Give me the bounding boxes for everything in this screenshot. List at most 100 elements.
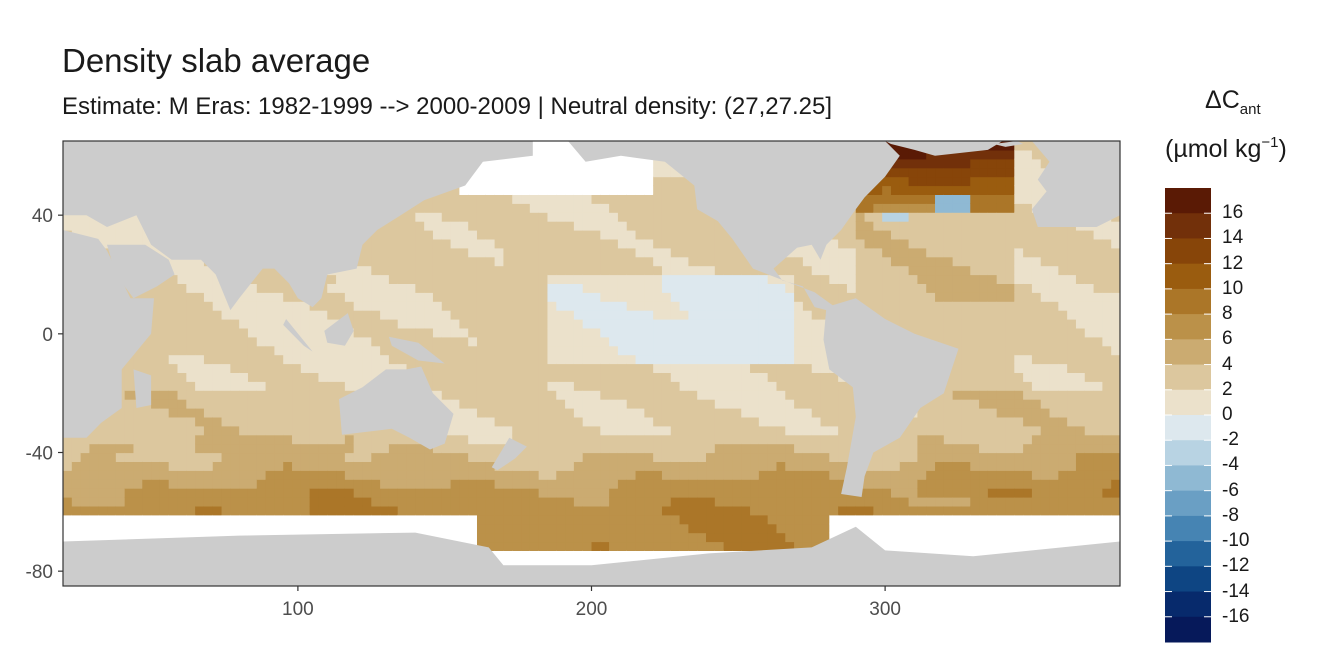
field-cell xyxy=(688,488,698,498)
field-cell xyxy=(838,390,848,400)
field-cell xyxy=(591,292,601,302)
field-cell xyxy=(864,221,874,231)
field-cell xyxy=(63,523,73,534)
field-cell xyxy=(899,443,910,454)
field-cell xyxy=(468,256,478,267)
field-cell xyxy=(917,203,927,213)
field-cell xyxy=(521,372,531,382)
field-cell xyxy=(503,399,513,409)
field-cell xyxy=(177,399,187,409)
field-cell xyxy=(926,452,936,462)
field-cell xyxy=(344,381,355,391)
field-cell xyxy=(617,292,628,302)
field-cell xyxy=(609,532,619,543)
field-cell xyxy=(811,372,822,382)
field-cell xyxy=(203,416,214,427)
field-cell xyxy=(230,310,240,320)
field-cell xyxy=(573,434,584,445)
field-cell xyxy=(177,390,187,400)
field-cell xyxy=(247,514,258,525)
field-cell xyxy=(820,532,830,543)
field-cell xyxy=(203,497,214,507)
field-cell xyxy=(626,256,637,267)
field-cell xyxy=(670,372,681,382)
field-cell xyxy=(714,319,725,329)
field-cell xyxy=(908,327,919,338)
field-cell xyxy=(388,514,399,525)
field-cell xyxy=(829,497,839,507)
field-cell xyxy=(432,345,443,356)
field-cell xyxy=(159,479,170,489)
field-cell xyxy=(512,319,522,329)
field-cell xyxy=(926,176,936,187)
field-cell xyxy=(151,497,161,507)
field-cell xyxy=(846,434,857,445)
field-cell xyxy=(142,488,152,498)
field-cell xyxy=(565,292,575,302)
field-cell xyxy=(424,345,434,356)
field-cell xyxy=(626,292,637,302)
field-cell xyxy=(661,416,672,427)
field-cell xyxy=(459,532,469,543)
field-cell xyxy=(732,461,742,471)
field-cell xyxy=(741,301,751,311)
field-cell xyxy=(582,523,593,534)
field-cell xyxy=(714,425,725,436)
field-cell xyxy=(283,425,293,436)
field-cell xyxy=(565,416,575,427)
field-cell xyxy=(635,523,645,534)
field-cell xyxy=(864,488,874,498)
field-cell xyxy=(644,354,654,365)
field-cell xyxy=(212,345,223,356)
field-cell xyxy=(890,185,901,195)
field-cell xyxy=(908,185,919,195)
field-cell xyxy=(485,274,496,284)
field-cell xyxy=(591,185,601,195)
field-cell xyxy=(221,319,231,329)
field-cell xyxy=(168,319,179,329)
field-cell xyxy=(644,256,654,267)
field-cell xyxy=(820,452,830,462)
field-cell xyxy=(917,194,927,204)
field-cell xyxy=(670,416,681,427)
field-cell xyxy=(697,399,707,409)
field-cell xyxy=(635,479,645,489)
field-cell xyxy=(512,363,522,373)
field-cell xyxy=(653,221,663,231)
field-cell xyxy=(908,167,919,178)
field-cell xyxy=(388,452,399,462)
field-cell xyxy=(723,247,734,258)
field-cell xyxy=(723,408,734,418)
field-cell xyxy=(591,274,601,284)
field-cell xyxy=(688,221,698,231)
field-cell xyxy=(617,399,628,409)
field-cell xyxy=(670,212,681,222)
field-cell xyxy=(820,488,830,498)
field-cell xyxy=(380,221,390,231)
map-panel xyxy=(63,141,1120,586)
field-cell xyxy=(776,461,786,471)
field-cell xyxy=(582,283,593,293)
field-cell xyxy=(882,541,892,551)
field-cell xyxy=(512,354,522,365)
field-cell xyxy=(107,514,117,525)
field-cell xyxy=(292,505,302,516)
field-cell xyxy=(547,345,557,356)
field-cell xyxy=(926,416,936,427)
field-cell xyxy=(424,274,434,284)
field-cell xyxy=(565,247,575,258)
field-cell xyxy=(380,310,390,320)
field-cell xyxy=(935,488,945,498)
field-cell xyxy=(926,149,936,160)
field-cell xyxy=(714,310,725,320)
field-cell xyxy=(670,283,681,293)
field-cell xyxy=(767,310,778,320)
field-cell xyxy=(600,505,610,516)
field-cell xyxy=(547,550,557,560)
field-cell xyxy=(195,488,205,498)
field-cell xyxy=(882,212,892,222)
field-cell xyxy=(661,372,672,382)
field-cell xyxy=(406,238,416,249)
field-cell xyxy=(829,425,839,436)
field-cell xyxy=(908,292,919,302)
